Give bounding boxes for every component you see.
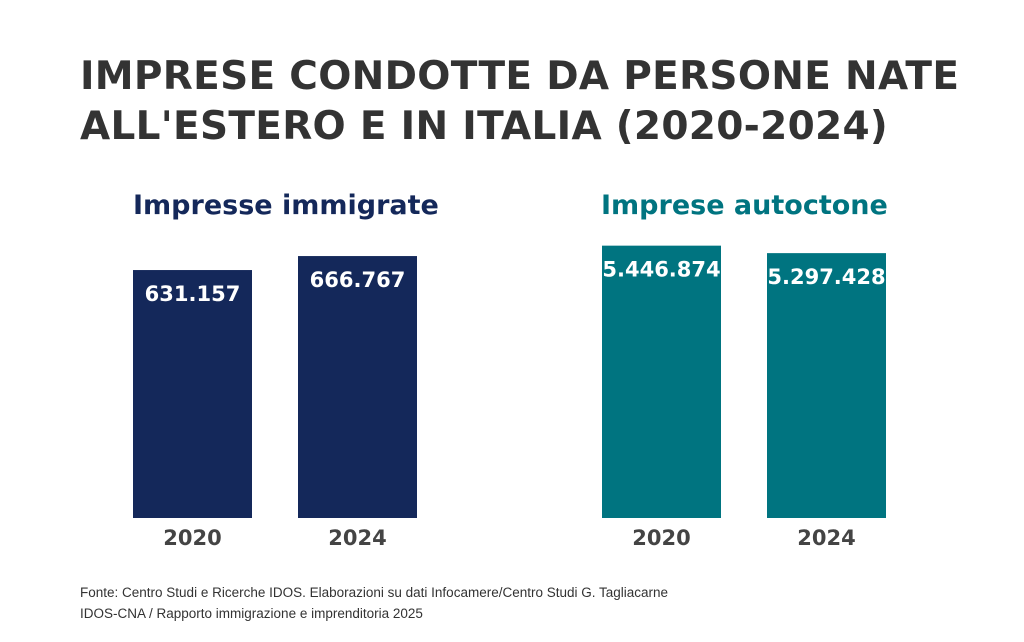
bar-2024	[767, 253, 886, 518]
x-tick-label: 2024	[797, 526, 855, 550]
source-line-1: Fonte: Centro Studi e Ricerche IDOS. Ela…	[80, 585, 669, 600]
bar-2020	[602, 245, 721, 518]
source-note: Fonte: Centro Studi e Ricerche IDOS. Ela…	[80, 582, 668, 624]
x-tick-label: 2020	[632, 526, 690, 550]
bar-chart: 631.157 2020 666.767 2024 5.446.874 2020 5.297…	[133, 245, 886, 550]
data-label: 666.767	[310, 268, 406, 292]
bar-2020	[133, 270, 252, 518]
panel-title-immigrate: Impresse immigrate	[133, 190, 439, 221]
data-label: 5.446.874	[602, 258, 720, 282]
source-line-2: IDOS-CNA / Rapporto immigrazione e impre…	[80, 606, 423, 621]
page-title: IMPRESE CONDOTTE DA PERSONE NATE ALL'EST…	[80, 54, 960, 149]
data-label: 631.157	[145, 282, 241, 306]
data-label: 5.297.428	[767, 265, 885, 289]
x-tick-label: 2020	[163, 526, 221, 550]
x-tick-label: 2024	[328, 526, 386, 550]
bar-2024	[298, 256, 417, 518]
panel-title-autoctone: Imprese autoctone	[601, 190, 888, 221]
